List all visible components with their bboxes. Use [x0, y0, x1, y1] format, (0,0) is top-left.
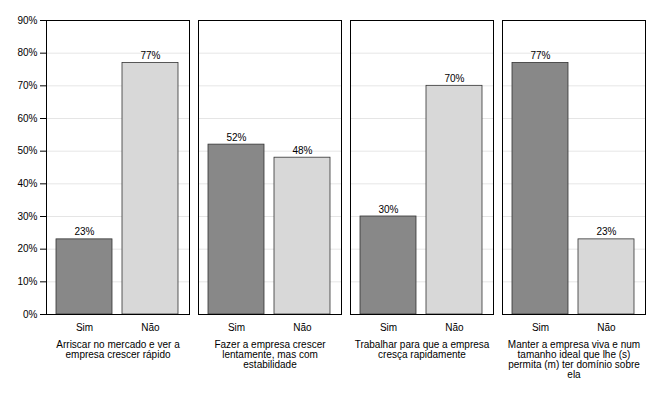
svg-text:0%: 0% — [23, 309, 38, 320]
svg-text:77%: 77% — [530, 50, 550, 61]
svg-text:50%: 50% — [17, 145, 37, 156]
svg-text:20%: 20% — [17, 243, 37, 254]
svg-text:Não: Não — [445, 322, 464, 333]
svg-text:52%: 52% — [226, 132, 246, 143]
svg-text:40%: 40% — [17, 178, 37, 189]
svg-text:Sim: Sim — [532, 322, 549, 333]
svg-text:Não: Não — [597, 322, 616, 333]
svg-text:Trabalhar para que a empresacr: Trabalhar para que a empresacresça rapid… — [355, 339, 490, 360]
svg-text:90%: 90% — [17, 15, 37, 26]
svg-text:77%: 77% — [140, 50, 160, 61]
svg-text:60%: 60% — [17, 113, 37, 124]
svg-text:30%: 30% — [17, 211, 37, 222]
svg-text:23%: 23% — [74, 226, 94, 237]
svg-text:Sim: Sim — [380, 322, 397, 333]
svg-text:Fazer a empresa crescerlentame: Fazer a empresa crescerlentamente, mas c… — [214, 339, 326, 370]
svg-text:Não: Não — [141, 322, 160, 333]
svg-text:23%: 23% — [596, 226, 616, 237]
svg-text:80%: 80% — [17, 47, 37, 58]
svg-text:Sim: Sim — [228, 322, 245, 333]
svg-text:Sim: Sim — [76, 322, 93, 333]
svg-text:70%: 70% — [17, 80, 37, 91]
svg-text:70%: 70% — [444, 73, 464, 84]
svg-text:10%: 10% — [17, 276, 37, 287]
svg-text:Manter a empresa viva e numtam: Manter a empresa viva e numtamanho ideal… — [508, 339, 640, 380]
svg-text:48%: 48% — [292, 145, 312, 156]
svg-text:Não: Não — [293, 322, 312, 333]
svg-text:Arriscar no mercado e ver aemp: Arriscar no mercado e ver aempresa cresc… — [56, 339, 180, 360]
svg-text:30%: 30% — [378, 204, 398, 215]
